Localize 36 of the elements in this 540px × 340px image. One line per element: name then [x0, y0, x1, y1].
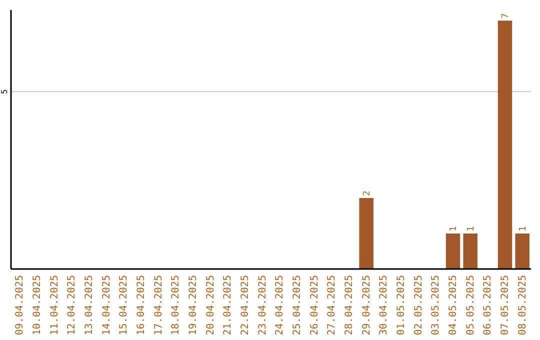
data-label: 2 — [362, 190, 372, 196]
x-tick-label: 11.04.2025 — [49, 275, 60, 336]
x-tick-label: 29.04.2025 — [361, 275, 372, 336]
y-tick-label: 5 — [0, 89, 9, 94]
x-tick-label: 27.04.2025 — [326, 275, 338, 336]
x-tick-label: 28.04.2025 — [344, 275, 355, 336]
data-label: 1 — [518, 226, 528, 232]
x-tick-label: 16.04.2025 — [136, 275, 147, 336]
x-tick-label: 12.04.2025 — [66, 275, 78, 336]
x-tick-label: 13.04.2025 — [84, 275, 95, 336]
x-tick-label: 07.05.2025 — [500, 275, 511, 336]
x-tick-label: 30.04.2025 — [378, 275, 390, 336]
x-tick-label: 24.04.2025 — [274, 275, 286, 336]
x-tick-label: 02.05.2025 — [413, 275, 424, 336]
data-label: 7 — [501, 13, 511, 19]
x-tick-label: 26.04.2025 — [309, 275, 320, 336]
x-tick-label: 08.05.2025 — [517, 275, 528, 336]
x-tick-label: 20.04.2025 — [205, 275, 216, 336]
data-label: 1 — [449, 226, 459, 232]
x-tick-label: 04.05.2025 — [448, 275, 459, 336]
x-tick-label: 17.04.2025 — [153, 275, 164, 336]
x-tick-label: 21.04.2025 — [222, 275, 234, 336]
x-tick-label: 25.04.2025 — [292, 275, 303, 336]
x-tick-label: 05.05.2025 — [465, 275, 476, 336]
x-tick-label: 15.04.2025 — [118, 275, 130, 336]
x-tick-label: 03.05.2025 — [430, 275, 442, 336]
x-tick-label: 23.04.2025 — [257, 275, 268, 336]
x-tick-label: 06.05.2025 — [482, 275, 494, 336]
x-tick-label: 22.04.2025 — [240, 275, 251, 336]
x-tick-label: 01.05.2025 — [396, 275, 407, 336]
data-label: 1 — [466, 226, 476, 232]
x-tick-label: 10.04.2025 — [32, 275, 43, 336]
x-tick-label: 19.04.2025 — [188, 275, 199, 336]
x-tick-label: 18.04.2025 — [170, 275, 182, 336]
x-tick-label: 09.04.2025 — [14, 275, 26, 336]
x-tick-label: 14.04.2025 — [101, 275, 112, 336]
